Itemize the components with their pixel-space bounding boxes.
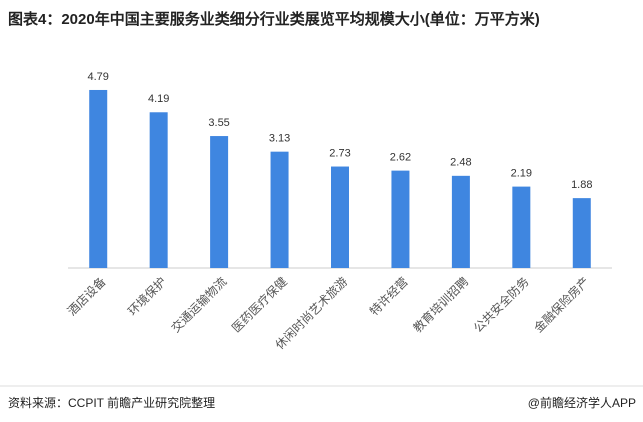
x-tick-label: 金融保险房产: [531, 274, 593, 336]
x-tick-label: 酒店设备: [65, 274, 109, 318]
value-label: 4.79: [88, 71, 109, 83]
x-tick-label: 教育培训招聘: [410, 274, 472, 336]
chart-title: 图表4：2020年中国主要服务业类细分行业类展览平均规模大小(单位：万平方米): [8, 10, 540, 28]
bar: [572, 198, 591, 268]
value-label: 1.88: [571, 179, 592, 191]
bar: [512, 186, 531, 268]
x-tick-label: 特许经营: [366, 274, 411, 319]
value-label: 2.73: [329, 147, 350, 159]
x-tick-label: 公共安全防务: [470, 274, 532, 336]
source: 资料来源：CCPIT 前瞻产业研究院整理: [8, 395, 215, 410]
value-label: 2.62: [390, 152, 411, 164]
value-label: 3.13: [269, 133, 290, 145]
bar: [391, 170, 410, 268]
x-tick-label: 环境保护: [124, 274, 169, 319]
bar: [270, 151, 289, 268]
bar: [451, 175, 470, 268]
bar: [331, 166, 349, 268]
bar: [210, 136, 229, 268]
x-tick-label: 交通运输物流: [168, 274, 230, 336]
credit: @前瞻经济学人APP: [528, 395, 636, 410]
value-label: 3.55: [208, 117, 229, 129]
bar: [89, 89, 108, 268]
value-label: 4.19: [148, 93, 169, 105]
x-tick-label: 医药医疗保健: [229, 274, 290, 335]
value-label: 2.48: [450, 157, 471, 169]
value-label: 2.19: [511, 168, 532, 180]
bar: [149, 112, 168, 268]
